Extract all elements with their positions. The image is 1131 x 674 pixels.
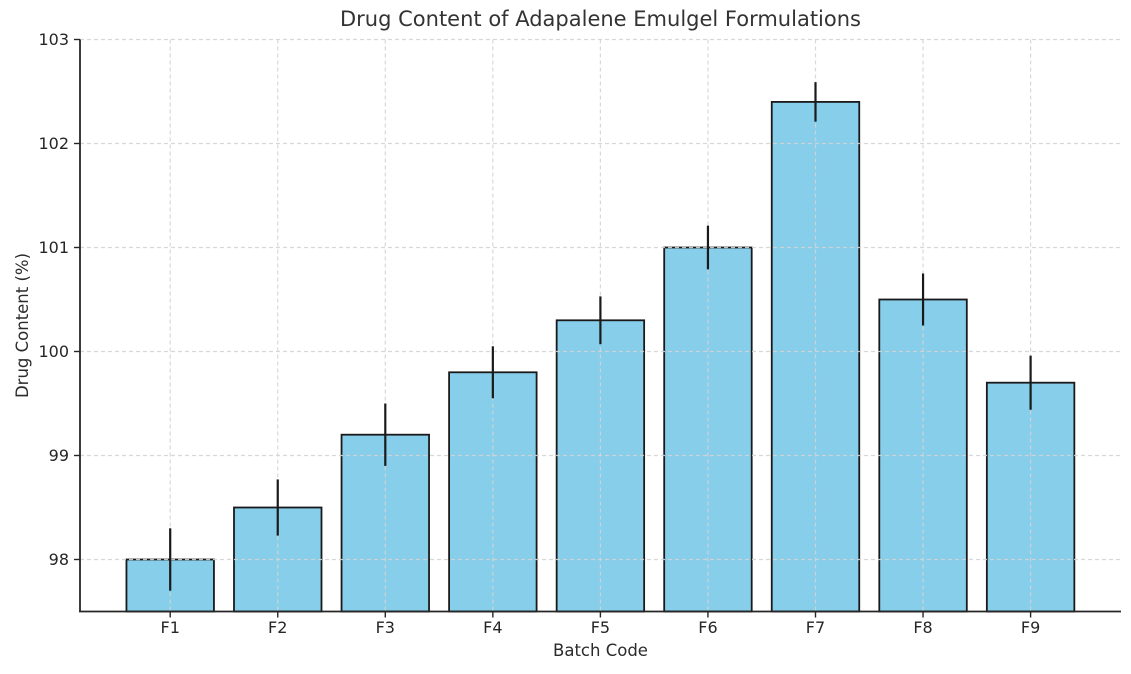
error-bars-layer [169,82,1032,591]
y-tick-label-101: 101 [38,238,69,257]
y-tick-label-102: 102 [38,134,69,153]
x-tick-label-F9: F9 [1021,618,1040,637]
chart-title: Drug Content of Adapalene Emulgel Formul… [340,7,861,31]
y-tick-label-103: 103 [38,30,69,49]
x-tick-label-F5: F5 [591,618,610,637]
y-tick-label-98: 98 [49,550,69,569]
x-tick-label-F6: F6 [698,618,717,637]
x-tick-label-F2: F2 [268,618,287,637]
x-tick-label-F7: F7 [806,618,825,637]
axes-layer: 98 99 100 101 102 103 F1 F2 F3 F4 F5 F6 F7 F8 F9 [38,30,1121,637]
x-tick-label-F3: F3 [376,618,395,637]
y-axis-label: Drug Content (%) [13,253,32,398]
gridlines-layer [80,38,1121,612]
x-axis-label: Batch Code [553,641,648,660]
x-tick-label-F1: F1 [161,618,180,637]
bar-F4 [448,371,538,613]
x-tick-label-F8: F8 [913,618,932,637]
x-tick-label-F4: F4 [483,618,502,637]
y-tick-label-99: 99 [49,446,69,465]
y-tick-label-100: 100 [38,342,69,361]
